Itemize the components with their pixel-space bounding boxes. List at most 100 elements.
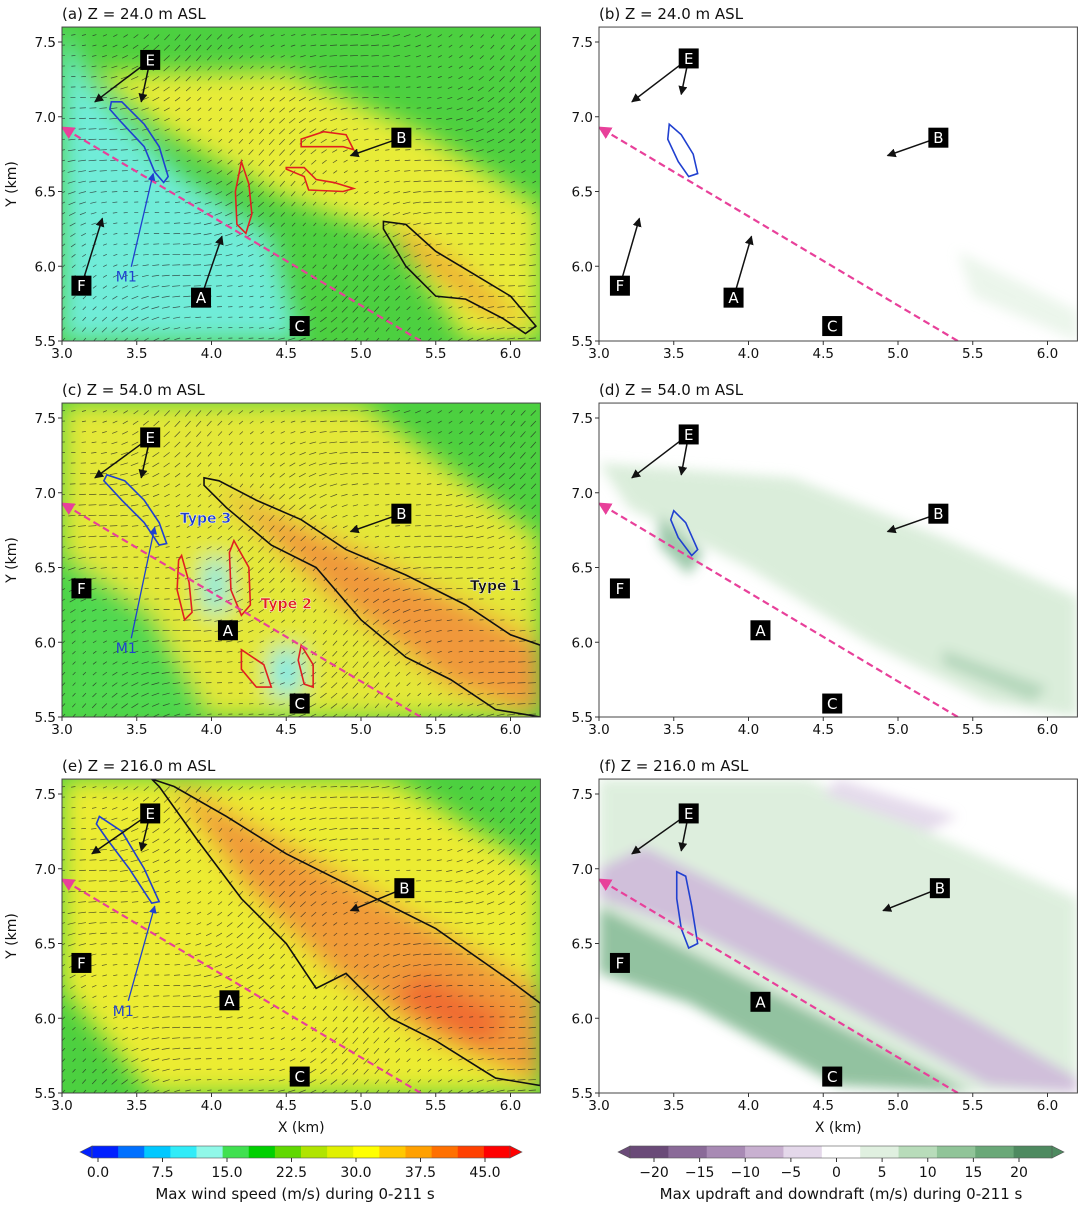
wind-vector xyxy=(374,692,380,699)
wind-vector xyxy=(319,859,327,864)
label-box-E xyxy=(678,424,699,445)
wind-vector xyxy=(165,546,170,548)
wind-vector xyxy=(520,869,526,876)
wind-vector xyxy=(333,932,338,936)
wind-vector xyxy=(426,420,432,424)
wind-vector xyxy=(217,431,223,436)
wind-vector xyxy=(499,817,505,824)
panel-title: (b) Z = 24.0 m ASL xyxy=(599,5,744,23)
wind-vector xyxy=(236,253,244,257)
wind-vector xyxy=(215,567,223,572)
wind-vector xyxy=(489,201,495,203)
wind-vector xyxy=(206,786,212,793)
y-tick-label: 6.5 xyxy=(35,937,56,953)
wind-vector xyxy=(260,420,265,424)
wind-vector xyxy=(466,1089,474,1093)
wind-vector xyxy=(413,598,421,602)
wind-vector xyxy=(393,264,401,270)
wind-vector xyxy=(321,159,327,164)
wind-vector xyxy=(133,629,139,632)
wind-vector xyxy=(249,859,254,864)
wind-vector xyxy=(258,713,264,715)
wind-vector xyxy=(280,34,285,37)
wind-vector xyxy=(427,306,432,310)
wind-vector xyxy=(204,953,212,957)
wind-vector xyxy=(331,682,338,689)
wind-vector xyxy=(257,943,265,950)
wind-vector xyxy=(153,786,160,792)
wind-vector xyxy=(312,201,317,206)
wind-vector xyxy=(227,34,233,39)
wind-vector xyxy=(82,1068,87,1073)
colorbar-tick-label: −5 xyxy=(781,1165,802,1181)
wind-vector xyxy=(281,640,285,644)
wind-vector xyxy=(82,316,87,321)
wind-vector xyxy=(78,932,86,936)
wind-vector xyxy=(382,212,390,216)
contour xyxy=(228,538,252,617)
wind-vector xyxy=(425,640,432,644)
wind-vector xyxy=(278,703,285,706)
wind-vector xyxy=(162,640,170,642)
wind-vector xyxy=(309,504,317,510)
wind-vector xyxy=(92,285,97,289)
wind-vector xyxy=(205,191,212,195)
wind-vector xyxy=(218,890,223,895)
wind-vector xyxy=(249,306,254,308)
strong-updraft xyxy=(942,649,1048,703)
wind-vector xyxy=(520,34,526,40)
wind-vector xyxy=(458,682,463,685)
wind-vector xyxy=(520,995,526,998)
wind-vector xyxy=(165,149,170,152)
wind-vector xyxy=(312,577,317,582)
wind-vector xyxy=(122,55,128,59)
wind-vector xyxy=(445,598,453,600)
label-box-B xyxy=(929,878,950,899)
wind-vector xyxy=(111,306,118,311)
wind-vector xyxy=(318,96,327,101)
wind-vector xyxy=(444,546,453,548)
wind-vector xyxy=(62,630,66,634)
wind-vector xyxy=(279,159,286,167)
wind-vector xyxy=(497,671,505,674)
wind-vector xyxy=(82,692,87,697)
wind-vector xyxy=(384,922,390,925)
label-E: E xyxy=(684,426,693,444)
wind-vector xyxy=(350,452,359,454)
wind-vector xyxy=(62,1058,66,1062)
wind-vector xyxy=(436,640,442,643)
x-tick-label: 5.0 xyxy=(350,346,371,362)
wind-vector xyxy=(445,504,453,507)
wind-vector xyxy=(153,796,160,803)
wind-vector xyxy=(289,901,296,908)
wind-vector xyxy=(437,327,442,331)
wind-vector xyxy=(280,420,285,423)
wind-vector xyxy=(228,807,233,812)
wind-vector xyxy=(476,180,484,183)
wind-vector xyxy=(531,128,537,134)
wind-vector xyxy=(195,943,202,946)
wind-vector xyxy=(122,650,128,654)
wind-vector xyxy=(225,609,233,613)
wind-vector xyxy=(478,1047,484,1050)
wind-vector xyxy=(238,138,244,144)
wind-vector xyxy=(423,212,432,214)
wind-vector xyxy=(82,671,87,676)
wind-vector xyxy=(246,964,254,970)
wind-vector xyxy=(269,222,275,227)
wind-vector xyxy=(458,828,463,832)
wind-vector xyxy=(248,264,254,267)
wind-vector xyxy=(508,859,516,866)
wind-vector xyxy=(101,327,108,333)
wind-vector xyxy=(185,86,191,92)
wind-vector xyxy=(322,1016,327,1022)
wind-vector xyxy=(217,44,223,50)
wind-vector xyxy=(247,619,254,623)
wind-vector xyxy=(281,274,285,278)
wind-vector xyxy=(281,619,285,623)
wind-vector xyxy=(205,556,212,560)
wind-vector xyxy=(141,1068,149,1073)
wind-vector xyxy=(394,441,400,443)
x-axis-label: X (km) xyxy=(815,1120,862,1136)
